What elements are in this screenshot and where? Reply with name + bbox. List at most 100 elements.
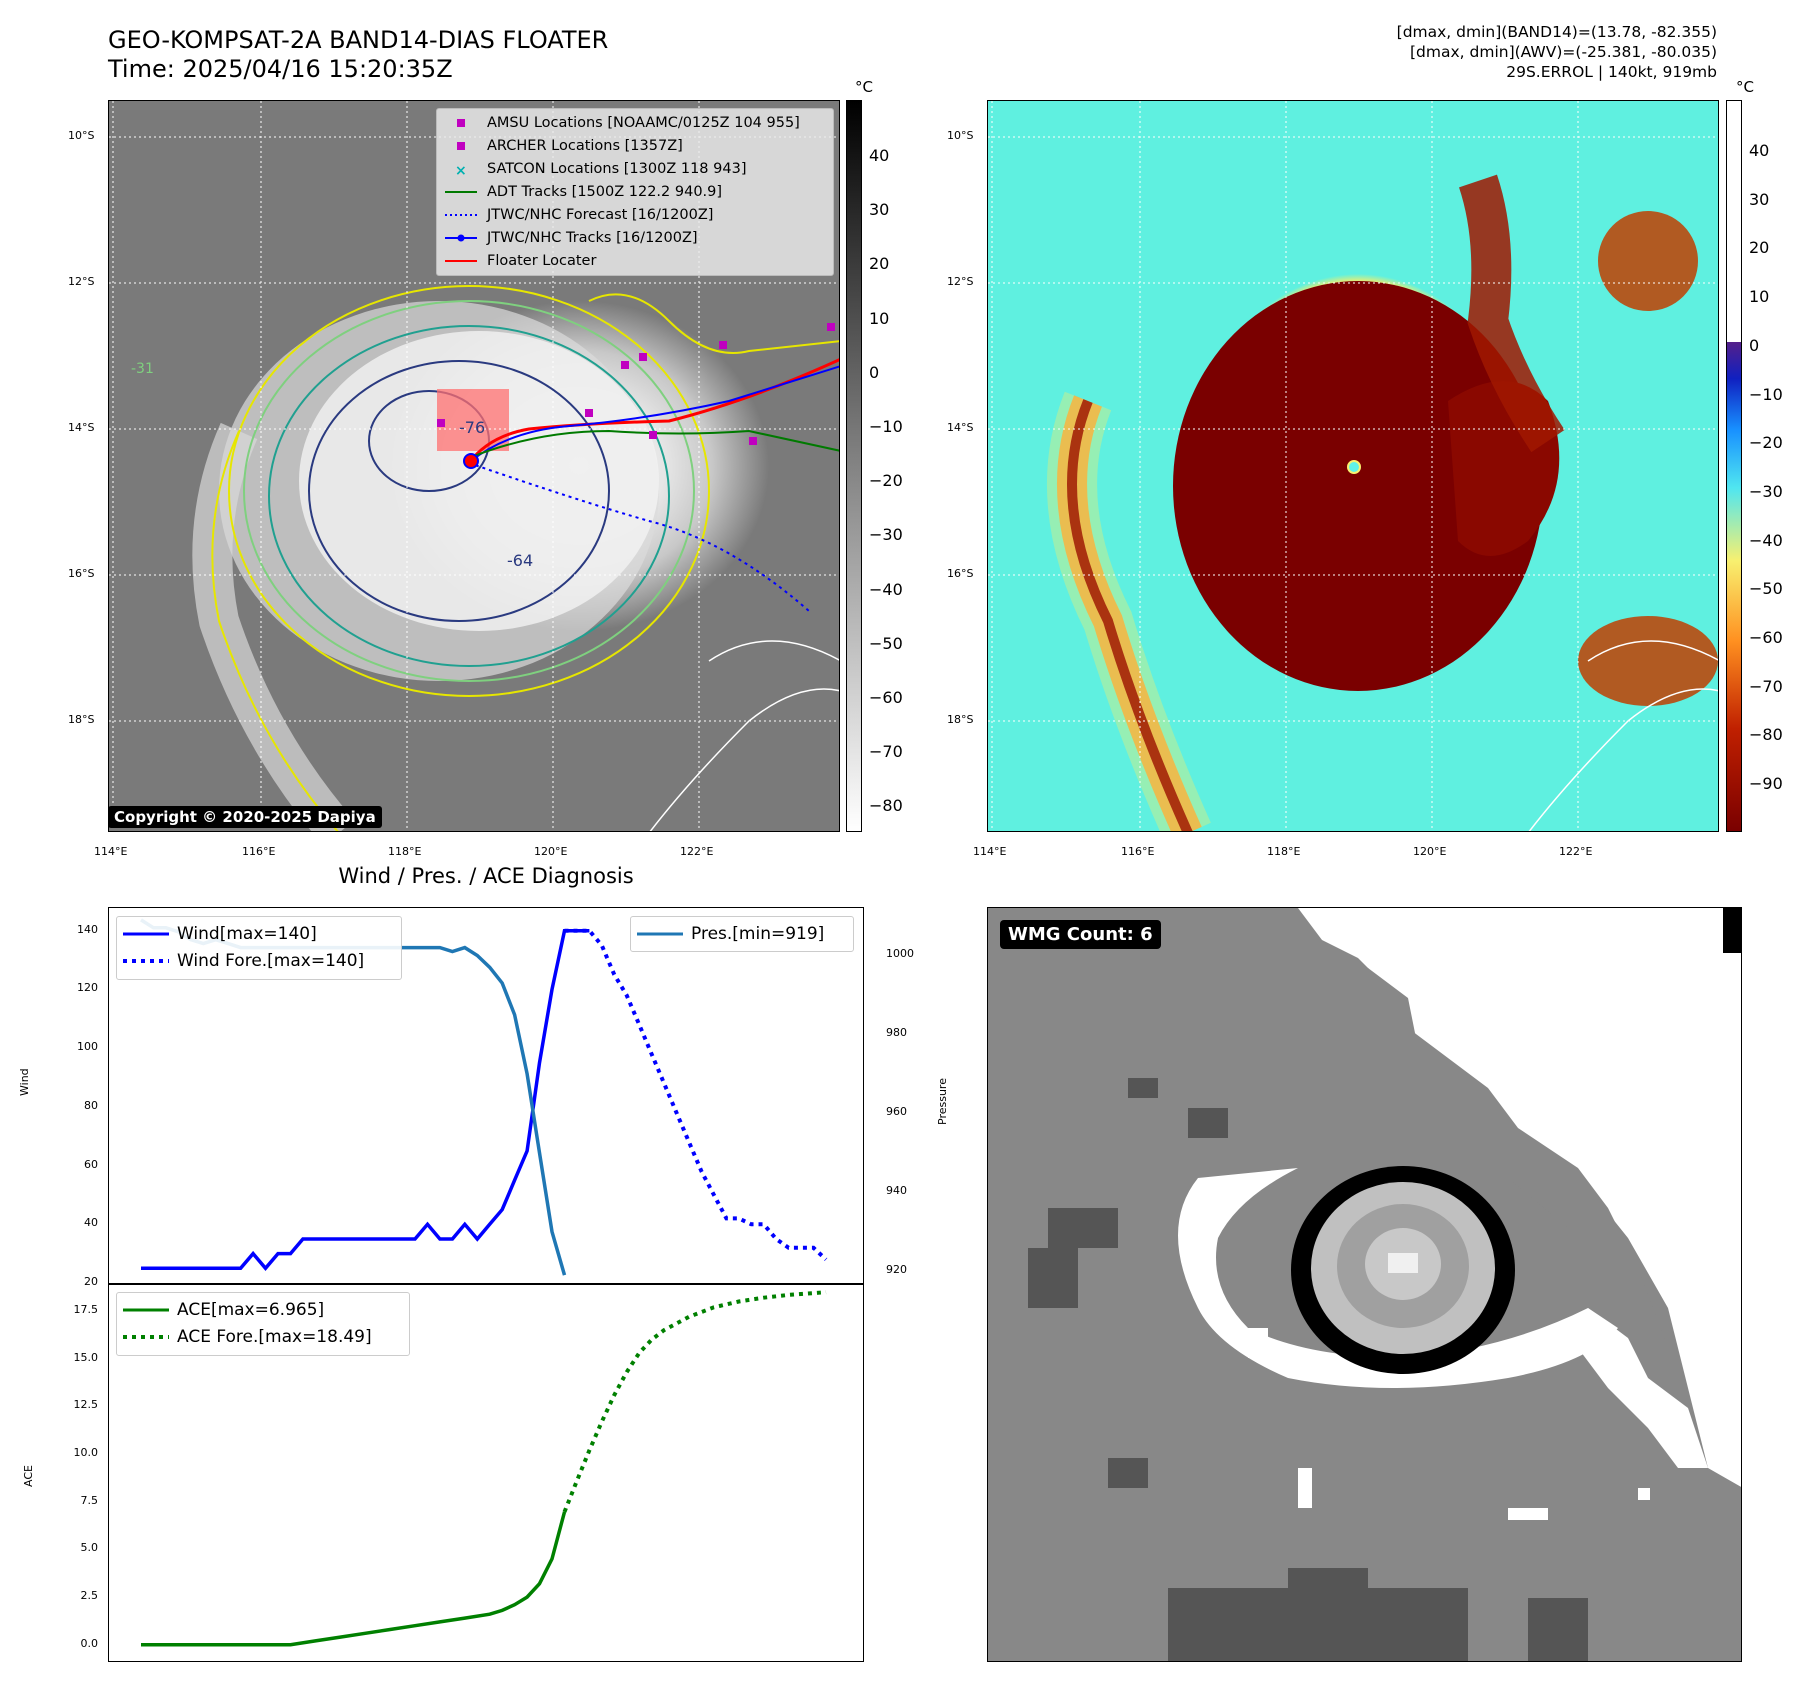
ir-colorbar-tick: 10 [869, 308, 890, 328]
adt-track [473, 429, 839, 457]
ir-map-overlay: -64 -76 -31 [109, 101, 839, 831]
ir-lat-10s: 10°S [68, 129, 95, 142]
ir-map-legend: AMSU Locations [NOAAMC/0125Z 104 955] AR… [436, 108, 834, 276]
contour-label-64: -64 [507, 551, 533, 570]
ir-colorbar-tick: 40 [869, 146, 890, 165]
ir-lat-16s: 16°S [68, 567, 95, 580]
contour-inner [308, 360, 610, 622]
storm-center-marker [463, 453, 479, 469]
wmg-eye-core [1388, 1253, 1418, 1273]
ace-plot [141, 1290, 827, 1647]
ace-y-tick: 2.5 [80, 1589, 99, 1603]
contour-teal [268, 325, 670, 667]
ir-colorbar-tick: −60 [869, 688, 903, 707]
info-line-2: [dmax, dmin](AWV)=(-25.381, -80.035) [1410, 43, 1717, 61]
ir-lon-120e: 120°E [534, 845, 568, 858]
wind-y-tick: 80 [84, 1098, 98, 1112]
wmg-gray-wedge [1228, 908, 1741, 1547]
wmg-white-band-ne [1298, 908, 1741, 1506]
awv-colorbar-tick: 40 [1749, 141, 1770, 160]
awv-colorbar-tick: 0 [1749, 335, 1760, 355]
island-contour [588, 293, 839, 354]
awv-colorbar-tick: −20 [1749, 433, 1783, 453]
awv-lon-120e: 120°E [1413, 845, 1447, 858]
ace-y-tick: 0.0 [80, 1636, 99, 1650]
pressure-y-tick: 1000 [886, 947, 914, 961]
amsu-markers [437, 323, 835, 445]
wind-y-tick: 20 [84, 1275, 98, 1288]
ace-y-tick: 15.0 [73, 1350, 99, 1364]
awv-colorbar-tick: −90 [1749, 774, 1783, 794]
awv-coastline [1528, 688, 1718, 831]
awv-colorbar-tick: −30 [1749, 481, 1783, 501]
awv-colorbar-tick: 10 [1749, 287, 1770, 307]
awv-colorbar-unit: °C [1736, 78, 1754, 96]
wmg-dark-patches [1028, 1078, 1588, 1661]
ir-colorbar-tick: −10 [869, 417, 903, 436]
pressure-y-tick: 980 [886, 1026, 907, 1040]
wind-forecast-line [564, 928, 828, 1261]
awv-lon-118e: 118°E [1267, 845, 1301, 858]
rainband-contour [211, 430, 339, 831]
wind-y-tick: 40 [84, 1216, 98, 1230]
pressure-y-tick: 960 [886, 1105, 907, 1119]
awv-lon-114e: 114°E [973, 845, 1007, 858]
awv-rainband-core [1067, 399, 1193, 831]
wmg-count-badge: WMG Count: 6 [1000, 920, 1161, 949]
awv-coastline-2 [1587, 640, 1718, 662]
ir-colorbar-tick: −30 [869, 525, 903, 545]
ir-colorbar-tick: −80 [869, 796, 903, 816]
ir-colorbar [846, 100, 862, 832]
awv-lat-18s: 18°S [947, 713, 974, 726]
contour-green [243, 300, 695, 682]
wind-y-tick: 120 [77, 981, 98, 995]
ace-y-tick: 10.0 [73, 1446, 99, 1460]
ir-colorbar-tick: 30 [869, 200, 890, 220]
awv-lat-16s: 16°S [947, 567, 974, 580]
wind-axis-label: Wind [18, 1068, 31, 1096]
copyright-badge: Copyright © 2020-2025 Dapiya [108, 806, 382, 828]
diagnosis-chart-title: Wind / Pres. / ACE Diagnosis [338, 864, 634, 888]
awv-colorbar-tick: −40 [1749, 530, 1783, 550]
coastline-south [649, 688, 839, 831]
title-line-2: Time: 2025/04/16 15:20:35Z [108, 55, 453, 83]
wind-y-tick: 100 [77, 1040, 98, 1054]
wind-series-line [141, 928, 590, 1272]
wmg-band-se [1578, 1308, 1708, 1468]
awv-colorbar-tick: 20 [1749, 238, 1770, 258]
coastline [708, 640, 839, 662]
ace-legend: ACE[max=6.965] ACE Fore.[max=18.49] [116, 1292, 410, 1356]
awv-colorbar-tick: −80 [1749, 725, 1783, 745]
awv-colorbar-tick: −60 [1749, 628, 1783, 647]
svg-text:×: × [455, 163, 467, 179]
storm-info: [dmax, dmin](BAND14)=(13.78, -82.355) [d… [1397, 22, 1717, 82]
ace-y-tick: 17.5 [73, 1303, 99, 1317]
awv-lat-10s: 10°S [947, 129, 974, 142]
figure-title: GEO-KOMPSAT-2A BAND14-DIAS FLOATER Time:… [108, 26, 608, 84]
awv-lat-14s: 14°S [947, 421, 974, 434]
awv-plume [1458, 174, 1565, 453]
ir-lon-114e: 114°E [94, 845, 128, 858]
contour-outer [228, 285, 710, 697]
awv-cell-se [1578, 616, 1718, 706]
ace-y-tick: 7.5 [80, 1493, 99, 1507]
awv-cell-ne [1598, 211, 1698, 311]
awv-rainband-halo [1047, 391, 1211, 831]
awv-map-grid [988, 101, 1718, 831]
ir-lon-116e: 116°E [242, 845, 276, 858]
title-line-1: GEO-KOMPSAT-2A BAND14-DIAS FLOATER [108, 26, 609, 54]
pressure-axis-label: Pressure [936, 1078, 949, 1125]
awv-eye [1347, 460, 1361, 474]
ir-colorbar-tick: −40 [869, 579, 903, 599]
ace-panel [108, 1283, 864, 1662]
jtwc-track [470, 365, 839, 462]
ir-colorbar-unit: °C [855, 78, 873, 96]
contour-label-76: -76 [459, 418, 485, 437]
ir-lon-118e: 118°E [388, 845, 422, 858]
info-line-1: [dmax, dmin](BAND14)=(13.78, -82.355) [1396, 23, 1717, 41]
contour-label-31: -31 [131, 361, 154, 377]
awv-colorbar-tick: −50 [1749, 579, 1783, 599]
ir-colorbar-tick: −50 [869, 633, 903, 653]
cloud-core [299, 331, 659, 631]
wmg-map [987, 907, 1742, 1662]
